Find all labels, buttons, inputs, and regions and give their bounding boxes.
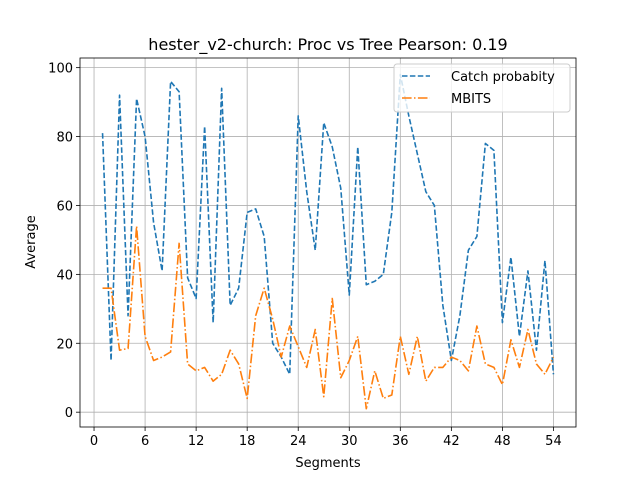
y-tick-label: 60 [56, 199, 73, 214]
series-line-mbits [102, 225, 555, 410]
legend-label-catch-probabity: Catch probabity [451, 70, 555, 85]
plot-frame [79, 57, 577, 428]
legend-box [393, 63, 571, 113]
y-tick-label: 100 [48, 62, 73, 77]
legend: Catch probabity MBITS [393, 63, 571, 113]
x-axis-label: Segments [295, 456, 361, 471]
x-tick-label: 6 [141, 434, 149, 449]
y-tick-label: 40 [56, 268, 73, 283]
y-axis-ticks: 0 20 40 60 80 100 [48, 62, 80, 421]
x-tick-label: 36 [392, 434, 409, 449]
x-tick-label: 48 [494, 434, 511, 449]
legend-label-mbits: MBITS [451, 92, 491, 107]
y-axis-label: Average [24, 215, 39, 268]
y-tick-label: 20 [56, 337, 73, 352]
y-tick-label: 80 [56, 131, 73, 146]
x-tick-label: 42 [443, 434, 460, 449]
x-tick-label: 24 [290, 434, 307, 449]
series-line-catch-probabity [101, 73, 555, 376]
series-lines [101, 73, 555, 410]
x-tick-label: 12 [188, 434, 205, 449]
grid-lines [80, 58, 576, 427]
x-tick-label: 30 [341, 434, 358, 449]
chart-title: hester_v2-church: Proc vs Tree Pearson: … [148, 35, 507, 55]
x-axis-ticks: 0 6 12 18 24 30 36 42 48 54 [90, 427, 562, 449]
x-tick-label: 0 [90, 434, 98, 449]
x-tick-label: 18 [239, 434, 256, 449]
y-tick-label: 0 [65, 406, 73, 421]
x-tick-label: 54 [545, 434, 562, 449]
